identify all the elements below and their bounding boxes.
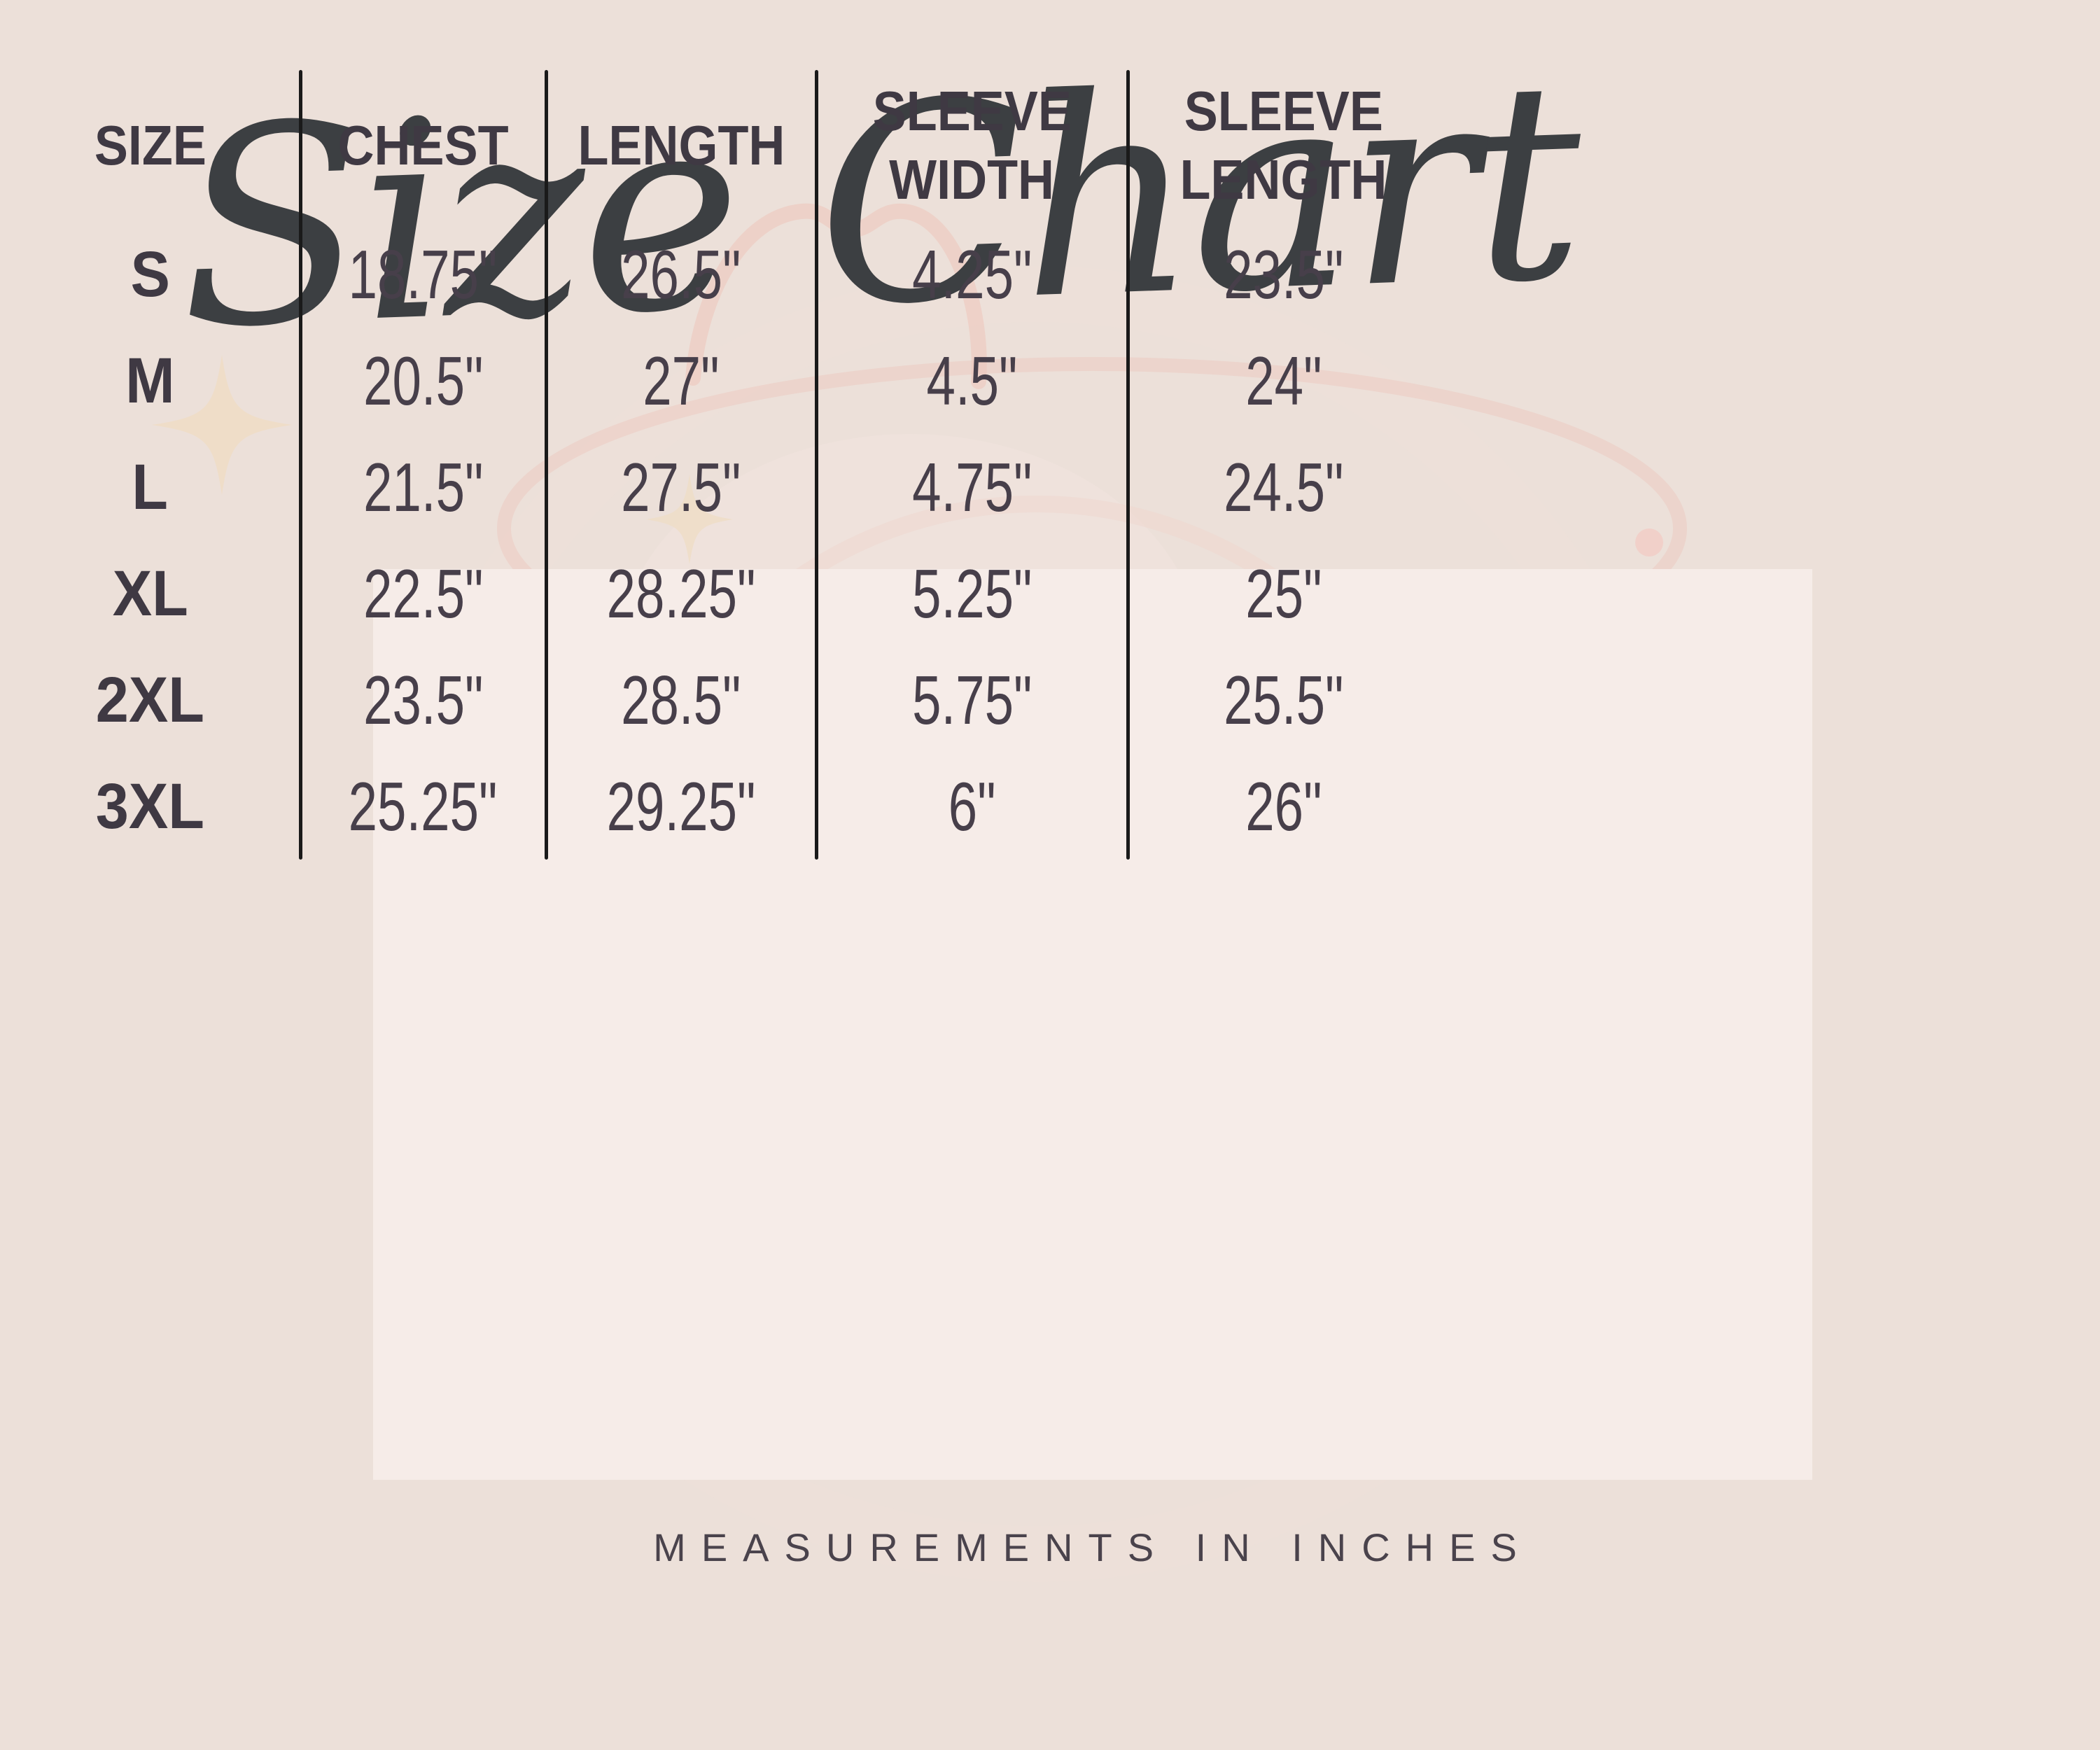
- row-3xl-chest-value: 25.25": [349, 767, 498, 845]
- table-row-2xl-length: 28.5": [546, 647, 816, 753]
- table-row-m-length: 27": [546, 328, 816, 434]
- table-row-3xl-size: 3XL: [0, 753, 300, 860]
- table-row-2xl-sleeve-length: 25.5": [1128, 647, 1439, 753]
- header-sleeve-width-line2: WIDTH: [889, 148, 1055, 211]
- row-3xl-label: 3XL: [95, 770, 205, 842]
- row-s-length-value: 26.5": [621, 235, 741, 313]
- column-divider: [1126, 70, 1130, 860]
- row-2xl-chest-value: 23.5": [363, 661, 484, 738]
- row-l-chest-value: 21.5": [363, 448, 484, 526]
- row-2xl-label: 2XL: [95, 664, 205, 736]
- table-row-3xl-sleeve-width: 6": [816, 753, 1128, 860]
- header-length: LENGTH: [546, 70, 816, 221]
- header-sleeve-length-line2: LENGTH: [1180, 148, 1387, 211]
- header-size: SIZE: [0, 70, 300, 221]
- row-s-sleeve-width-value: 4.25": [911, 235, 1032, 313]
- table-row-s-length: 26.5": [546, 221, 816, 328]
- table-row-s-sleeve-width: 4.25": [816, 221, 1128, 328]
- table-row-l-sleeve-width: 4.75": [816, 434, 1128, 540]
- header-sleeve-length: SLEEVE LENGTH: [1128, 70, 1439, 221]
- table-row-xl-size: XL: [0, 540, 300, 647]
- header-chest: CHEST: [300, 70, 546, 221]
- table-row-2xl-chest: 23.5": [300, 647, 546, 753]
- row-m-chest-value: 20.5": [363, 342, 484, 419]
- table-row-l-sleeve-length: 24.5": [1128, 434, 1439, 540]
- table-row-xl-sleeve-length: 25": [1128, 540, 1439, 647]
- row-xl-sleeve-width-value: 5.25": [911, 554, 1032, 632]
- row-s-label: S: [130, 238, 170, 310]
- row-3xl-sleeve-width-value: 6": [948, 767, 996, 845]
- row-xl-chest-value: 22.5": [363, 554, 484, 632]
- row-xl-label: XL: [112, 557, 188, 629]
- table-row-s-size: S: [0, 221, 300, 328]
- table-row-l-chest: 21.5": [300, 434, 546, 540]
- table-row-s-sleeve-length: 23.5": [1128, 221, 1439, 328]
- header-sleeve-width: SLEEVE WIDTH: [816, 70, 1128, 221]
- row-2xl-length-value: 28.5": [621, 661, 741, 738]
- row-l-sleeve-width-value: 4.75": [911, 448, 1032, 526]
- table-row-2xl-sleeve-width: 5.75": [816, 647, 1128, 753]
- table-row-xl-chest: 22.5": [300, 540, 546, 647]
- row-s-sleeve-length-value: 23.5": [1223, 235, 1344, 313]
- row-m-length-value: 27": [643, 342, 720, 419]
- column-divider: [545, 70, 548, 860]
- table-row-m-sleeve-width: 4.5": [816, 328, 1128, 434]
- column-divider: [815, 70, 818, 860]
- table-row-m-size: M: [0, 328, 300, 434]
- row-l-sleeve-length-value: 24.5": [1223, 448, 1344, 526]
- table-row-3xl-sleeve-length: 26": [1128, 753, 1439, 860]
- row-s-chest-value: 18.75": [349, 235, 498, 313]
- row-3xl-length-value: 29.25": [606, 767, 756, 845]
- header-chest-label: CHEST: [337, 114, 509, 177]
- row-m-sleeve-length-value: 24": [1245, 342, 1322, 419]
- table-row-l-size: L: [0, 434, 300, 540]
- header-sleeve-length-line1: SLEEVE: [1184, 80, 1383, 143]
- watermark-dot-icon: [1635, 528, 1663, 556]
- row-2xl-sleeve-width-value: 5.75": [911, 661, 1032, 738]
- row-3xl-sleeve-length-value: 26": [1245, 767, 1322, 845]
- row-m-sleeve-width-value: 4.5": [926, 342, 1018, 419]
- row-xl-sleeve-length-value: 25": [1245, 554, 1322, 632]
- table-row-3xl-length: 29.25": [546, 753, 816, 860]
- table-row-s-chest: 18.75": [300, 221, 546, 328]
- header-sleeve-width-line1: SLEEVE: [872, 80, 1072, 143]
- table-row-3xl-chest: 25.25": [300, 753, 546, 860]
- table-row-m-sleeve-length: 24": [1128, 328, 1439, 434]
- row-l-length-value: 27.5": [621, 448, 741, 526]
- measurements-note: MEASUREMENTS IN INCHES: [653, 1525, 1532, 1569]
- table-row-m-chest: 20.5": [300, 328, 546, 434]
- table-row-xl-length: 28.25": [546, 540, 816, 647]
- table-row-l-length: 27.5": [546, 434, 816, 540]
- size-table: SIZE CHEST LENGTH SLEEVE WIDTH SLEEVE LE…: [0, 70, 1439, 860]
- row-2xl-sleeve-length-value: 25.5": [1223, 661, 1344, 738]
- table-row-2xl-size: 2XL: [0, 647, 300, 753]
- row-l-label: L: [132, 451, 169, 523]
- row-xl-length-value: 28.25": [606, 554, 756, 632]
- header-length-label: LENGTH: [578, 114, 785, 177]
- row-m-label: M: [125, 344, 175, 416]
- column-divider: [299, 70, 302, 860]
- table-row-xl-sleeve-width: 5.25": [816, 540, 1128, 647]
- header-size-label: SIZE: [94, 114, 206, 177]
